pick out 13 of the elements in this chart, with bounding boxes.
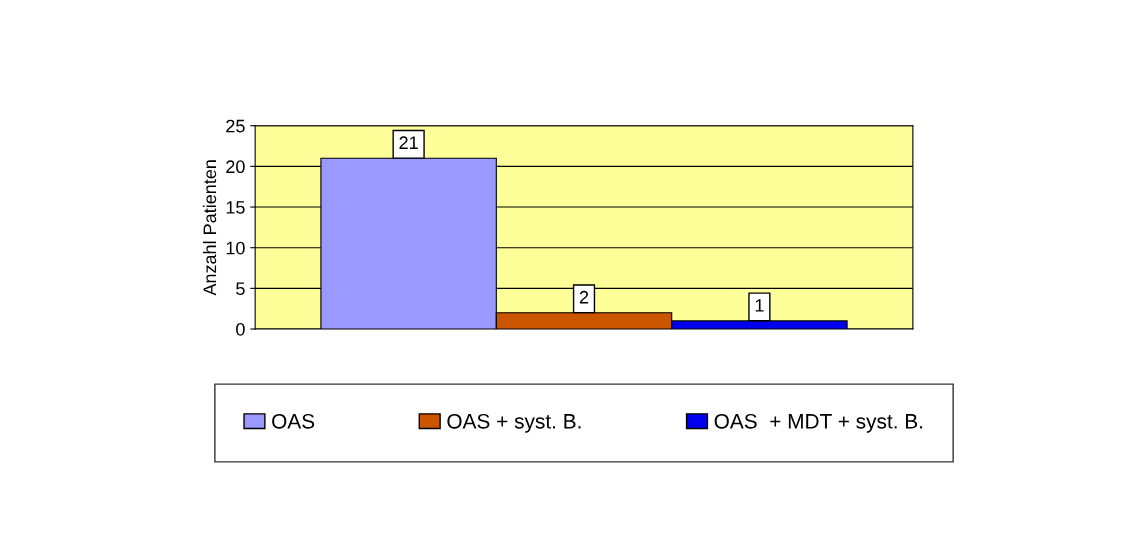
legend-label: OAS + MDT + syst. B. (714, 413, 923, 433)
y-axis-title: Anzahl Patienten (202, 160, 217, 296)
data-label: 1 (755, 299, 764, 312)
data-label: 2 (579, 290, 589, 304)
legend-label: OAS (272, 413, 315, 429)
y-tick-label: 25 (226, 119, 245, 133)
y-tick-label: 5 (236, 282, 245, 296)
y-tick-label: 15 (226, 201, 245, 214)
data-label: 21 (399, 136, 418, 149)
y-tick-label: 10 (226, 241, 245, 255)
legend-label: OAS + syst. B. (447, 413, 581, 433)
y-tick-label: 0 (236, 322, 245, 336)
y-tick-label: 20 (226, 160, 245, 174)
